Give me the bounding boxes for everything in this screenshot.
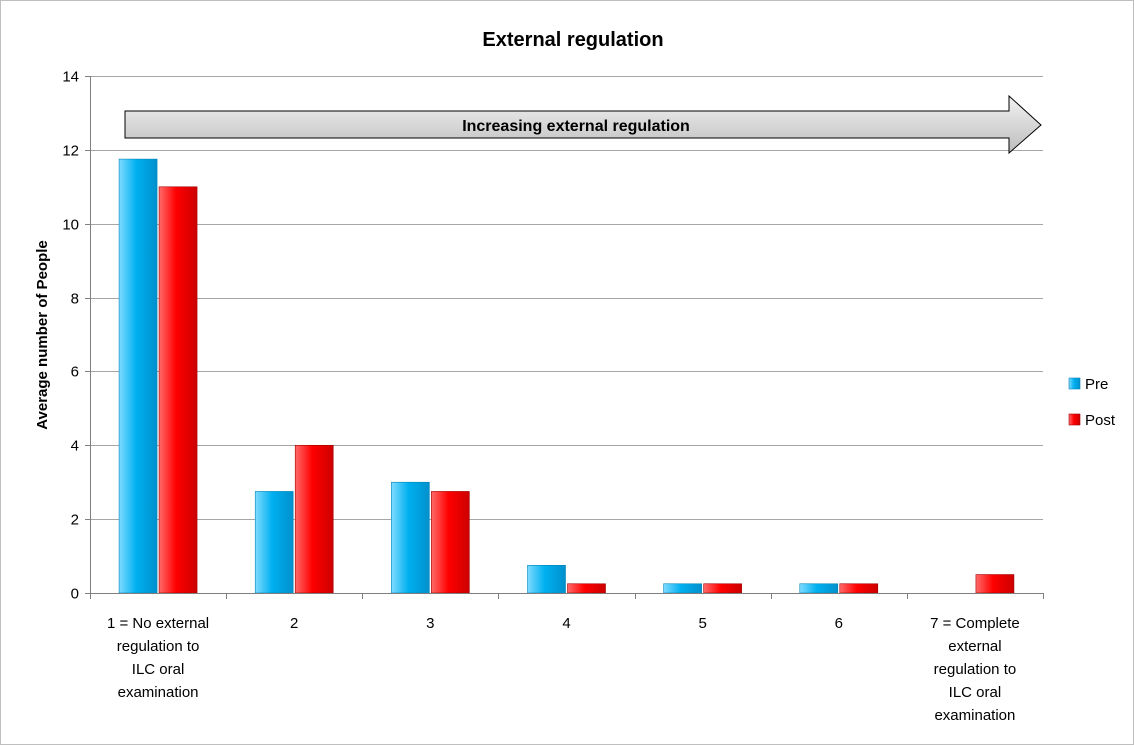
x-tick-label-line: examination <box>934 707 1015 724</box>
annotation-text: Increasing external regulation <box>462 118 690 135</box>
bar-pre <box>118 158 158 594</box>
x-tick-label: 4 <box>562 615 570 632</box>
y-tick-label: 4 <box>71 438 79 455</box>
legend-label-post: Post <box>1085 412 1116 429</box>
x-tick-label-line: examination <box>118 684 199 701</box>
bar-post <box>703 583 742 594</box>
x-tick-label-line: external <box>948 638 1001 655</box>
legend-swatch-post <box>1068 413 1081 426</box>
x-tick-label: 3 <box>426 615 434 632</box>
y-axis-title: Average number of People <box>34 240 51 430</box>
bar-post <box>975 574 1015 594</box>
bar-post <box>431 491 470 594</box>
y-tick-label: 6 <box>71 364 79 381</box>
x-tick-label-line: 3 <box>426 615 434 632</box>
x-tick-label-line: 6 <box>835 615 843 632</box>
y-tick-label: 10 <box>62 217 79 234</box>
chart-title: External regulation <box>482 29 663 51</box>
y-tick-label: 2 <box>71 512 79 529</box>
arrow-shape <box>124 94 1042 155</box>
bar-post <box>294 444 334 594</box>
x-tick-label-line: regulation to <box>934 661 1017 678</box>
x-tick-label: 5 <box>698 615 706 632</box>
bar-pre <box>527 565 566 594</box>
legend-label-pre: Pre <box>1085 376 1108 393</box>
x-tick-label: 1 = No external regulation to ILC oral exam… <box>107 615 209 701</box>
bar-post <box>567 583 606 594</box>
bar-post <box>158 186 198 594</box>
annotation-arrow: Increasing external regulation <box>124 94 1042 155</box>
bar-post <box>839 583 879 594</box>
x-tick-label-line: 2 <box>290 615 298 632</box>
bar-pre <box>663 583 702 594</box>
x-tick-label: 7 = Complete external regulation to ILC ora… <box>930 615 1020 724</box>
x-tick-label: 2 <box>290 615 298 632</box>
y-tick-label: 14 <box>62 69 79 86</box>
y-tick-label: 12 <box>62 143 79 160</box>
x-tick-label: 6 <box>835 615 843 632</box>
x-tick-label-line: ILC oral <box>132 661 185 678</box>
x-tick-label-line: 4 <box>562 615 570 632</box>
axes: 0 2 4 6 8 10 12 14 1 = No external regulation to I… <box>62 69 1044 724</box>
legend-swatch-pre <box>1068 377 1081 390</box>
bar-pre <box>391 481 430 594</box>
bar-pre <box>254 491 294 594</box>
x-tick-label-line: 5 <box>698 615 706 632</box>
y-tick-label: 8 <box>71 291 79 308</box>
legend: Pre Post <box>1068 376 1116 429</box>
bar-pre <box>799 583 839 594</box>
gridlines <box>90 76 1043 520</box>
x-tick-label-line: ILC oral <box>949 684 1002 701</box>
x-tick-label-line: 1 = No external <box>107 615 209 632</box>
x-tick-label-line: regulation to <box>117 638 200 655</box>
y-tick-label: 0 <box>71 586 79 603</box>
x-tick-label-line: 7 = Complete <box>930 615 1020 632</box>
